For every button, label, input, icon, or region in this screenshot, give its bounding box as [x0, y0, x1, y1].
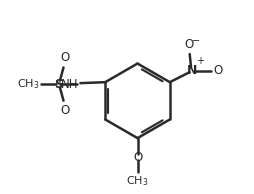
Text: CH$_3$: CH$_3$ [126, 174, 149, 188]
Text: −: − [192, 36, 200, 46]
Text: N: N [187, 64, 197, 77]
Text: O: O [214, 64, 223, 77]
Text: O: O [60, 51, 70, 64]
Text: O: O [60, 104, 70, 117]
Text: +: + [196, 56, 204, 66]
Text: CH$_3$: CH$_3$ [17, 77, 39, 91]
Text: S: S [54, 78, 63, 91]
Text: NH: NH [61, 78, 78, 91]
Text: O: O [133, 151, 142, 164]
Text: O: O [184, 38, 194, 51]
